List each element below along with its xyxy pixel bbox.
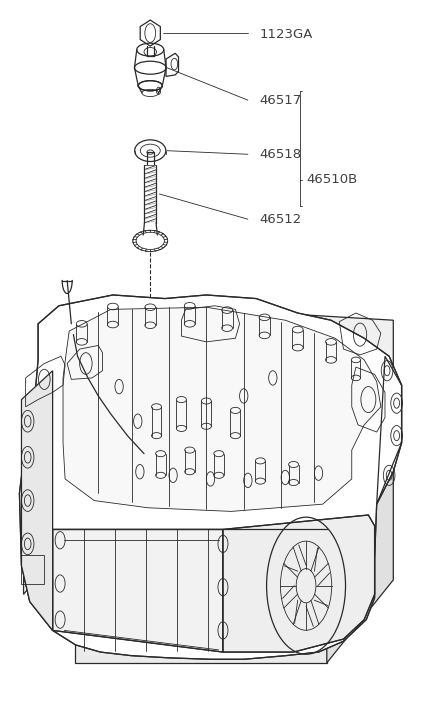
Polygon shape — [53, 529, 223, 652]
Text: 46517: 46517 — [259, 94, 302, 107]
Polygon shape — [19, 295, 402, 659]
Polygon shape — [21, 371, 53, 630]
Polygon shape — [75, 529, 327, 663]
Polygon shape — [75, 306, 393, 529]
Polygon shape — [24, 349, 75, 595]
Polygon shape — [63, 308, 381, 511]
Polygon shape — [327, 450, 393, 663]
Text: 46510B: 46510B — [306, 173, 357, 186]
Text: 1123GA: 1123GA — [259, 28, 313, 41]
Text: 46512: 46512 — [259, 213, 302, 225]
Text: 46518: 46518 — [259, 148, 302, 161]
Polygon shape — [223, 515, 375, 652]
